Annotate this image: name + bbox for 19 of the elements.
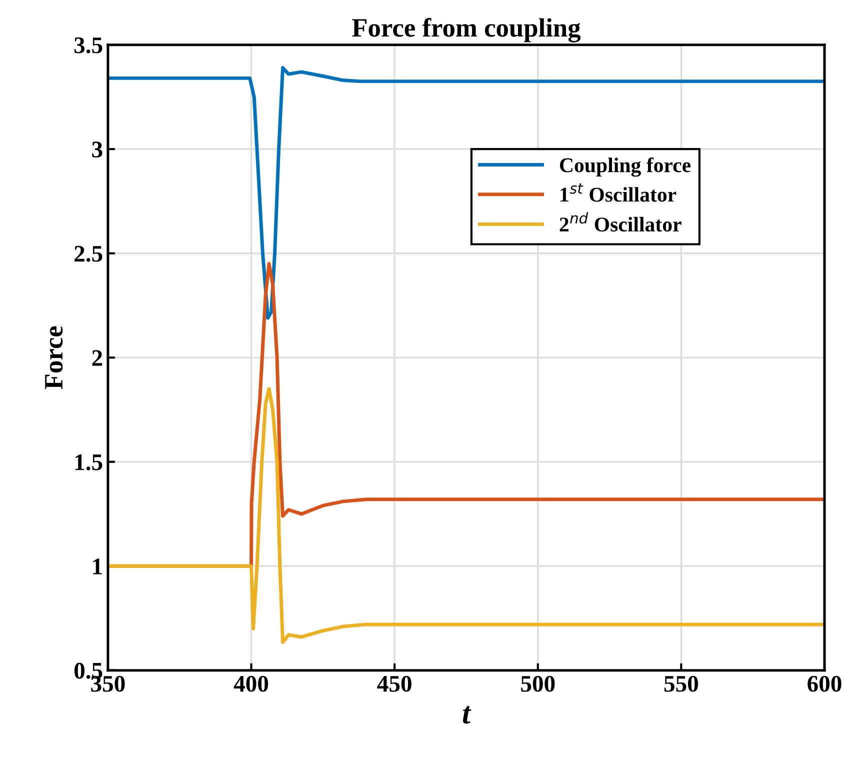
y-axis-title: Force — [45, 326, 63, 390]
line-series — [108, 66, 824, 320]
y-tick-label: 1.5 — [75, 454, 102, 470]
legend-label: 1$^{st}$ Oscillator — [560, 183, 676, 202]
line-series — [108, 387, 824, 644]
y-tick-label: 2 — [92, 350, 102, 366]
legend-label: 2$^{nd}$ Oscillator — [560, 212, 682, 232]
y-tick-label: 1 — [93, 558, 102, 574]
y-tick-label: 2.5 — [74, 246, 102, 262]
x-tick-label: 600 — [808, 676, 842, 692]
y-tick-label: 3.5 — [74, 37, 102, 54]
x-axis-title: t — [462, 706, 472, 724]
x-tick-label: 550 — [664, 676, 698, 692]
x-tick-label: 450 — [377, 676, 412, 692]
chart-title: Force from coupling — [352, 18, 581, 42]
y-tick-label: 3 — [92, 142, 102, 158]
x-tick-label: 500 — [521, 676, 555, 692]
legend-label: Coupling force — [560, 157, 691, 177]
x-tick-label: 400 — [234, 676, 268, 692]
